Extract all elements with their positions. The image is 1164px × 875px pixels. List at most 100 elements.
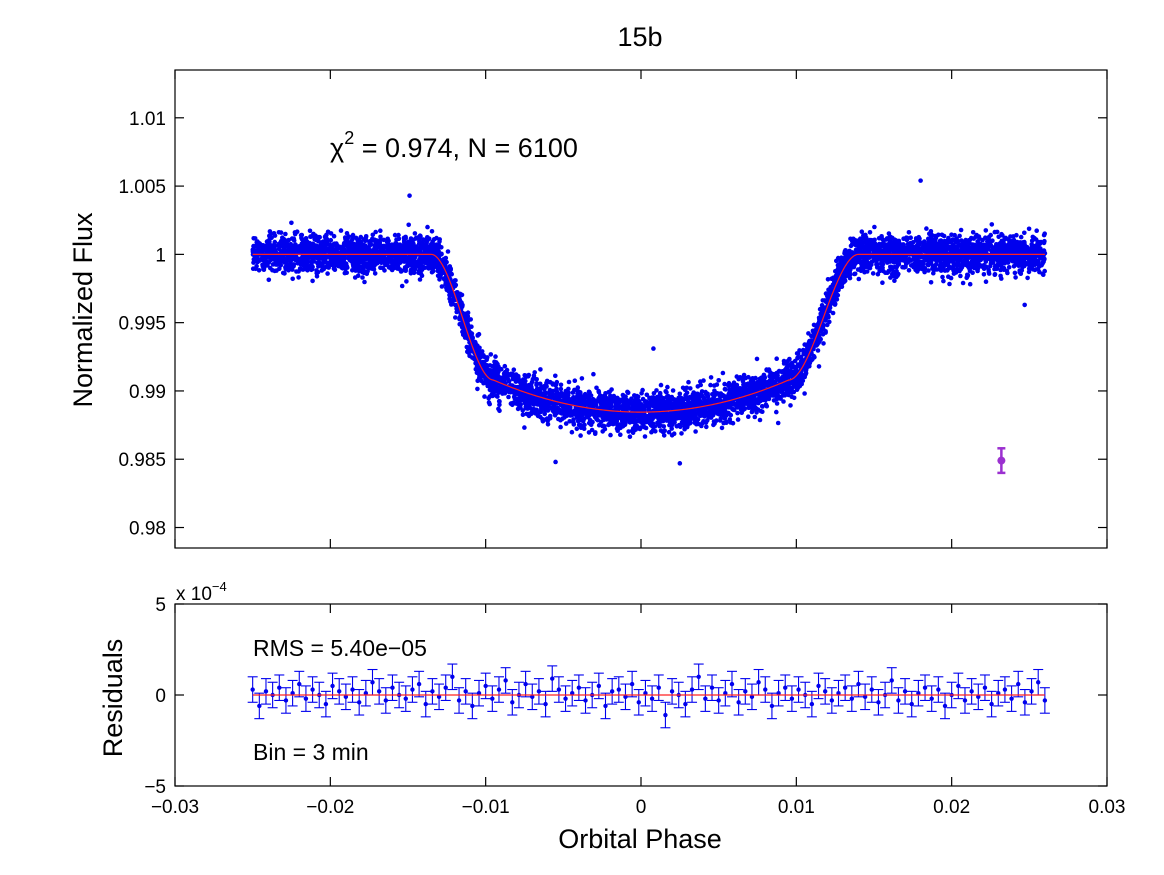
flux-point xyxy=(635,406,640,412)
flux-point xyxy=(698,382,703,388)
flux-point xyxy=(475,386,480,392)
flux-point xyxy=(716,378,721,383)
flux-point xyxy=(260,263,266,269)
flux-point xyxy=(644,392,650,398)
flux-point xyxy=(489,391,495,397)
flux-point xyxy=(686,396,691,402)
flux-point xyxy=(518,394,523,400)
flux-point xyxy=(1012,241,1017,247)
flux-point xyxy=(872,224,877,230)
flux-point xyxy=(321,257,327,262)
flux-point xyxy=(674,424,680,429)
flux-point xyxy=(727,417,733,422)
flux-point xyxy=(351,241,357,247)
flux-point xyxy=(402,240,408,245)
flux-point xyxy=(1012,270,1018,276)
flux-point xyxy=(371,267,377,272)
flux-point xyxy=(780,393,786,398)
flux-point xyxy=(1042,257,1047,262)
flux-point xyxy=(671,397,677,402)
flux-point xyxy=(567,419,572,424)
flux-point xyxy=(625,389,630,395)
flux-point xyxy=(788,403,793,408)
flux-point xyxy=(989,222,995,227)
flux-point xyxy=(787,356,792,362)
flux-point xyxy=(700,420,705,426)
flux-point xyxy=(995,263,1001,268)
flux-point xyxy=(889,271,895,277)
flux-point xyxy=(698,379,703,384)
flux-point xyxy=(1021,263,1026,269)
flux-point xyxy=(809,333,814,339)
flux-point xyxy=(954,268,960,273)
flux-point xyxy=(817,317,822,322)
flux-point xyxy=(523,378,528,384)
flux-point xyxy=(760,392,766,398)
flux-point xyxy=(800,358,805,363)
flux-point xyxy=(272,239,278,245)
flux-point xyxy=(848,243,854,249)
flux-point xyxy=(310,278,315,284)
flux-point xyxy=(609,387,614,392)
flux-point xyxy=(750,408,755,413)
flux-point xyxy=(576,422,582,428)
flux-point xyxy=(922,239,927,244)
flux-point xyxy=(970,270,975,276)
flux-point xyxy=(439,252,444,257)
flux-point xyxy=(381,237,387,243)
flux-point xyxy=(746,405,752,411)
flux-point xyxy=(775,420,781,426)
flux-point xyxy=(578,409,584,414)
flux-point xyxy=(290,276,296,282)
flux-point xyxy=(588,418,593,424)
flux-point xyxy=(1011,264,1017,269)
flux-point xyxy=(493,354,498,359)
flux-point xyxy=(825,277,831,282)
flux-point xyxy=(350,237,355,242)
flux-point xyxy=(402,265,408,270)
flux-point xyxy=(931,270,936,276)
flux-point xyxy=(953,238,958,243)
flux-point xyxy=(445,249,451,254)
flux-point xyxy=(553,373,558,379)
flux-point xyxy=(894,268,899,274)
flux-point xyxy=(821,323,826,329)
flux-point xyxy=(538,414,543,420)
flux-point xyxy=(888,275,893,280)
flux-point xyxy=(777,369,782,374)
flux-point xyxy=(664,390,669,395)
flux-point xyxy=(309,258,315,264)
flux-point xyxy=(608,432,613,438)
flux-point xyxy=(627,434,633,440)
flux-point xyxy=(838,259,844,265)
flux-point xyxy=(488,352,494,357)
flux-point xyxy=(934,267,940,272)
flux-point xyxy=(766,396,772,402)
flux-point xyxy=(408,268,414,274)
flux-point xyxy=(443,281,449,286)
flux-point xyxy=(924,226,929,231)
flux-point xyxy=(946,274,951,280)
flux-point xyxy=(995,258,1000,263)
flux-point xyxy=(719,425,725,431)
flux-point xyxy=(412,231,418,236)
flux-point xyxy=(998,273,1003,279)
flux-point xyxy=(392,232,398,238)
flux-point xyxy=(467,349,473,354)
flux-point xyxy=(252,236,258,241)
flux-point xyxy=(453,315,458,320)
flux-point xyxy=(585,414,591,420)
flux-point xyxy=(596,388,601,394)
flux-point xyxy=(287,244,293,249)
flux-point xyxy=(1042,268,1047,274)
flux-point xyxy=(537,381,543,387)
flux-point xyxy=(1031,243,1037,249)
flux-point xyxy=(856,276,862,282)
flux-point xyxy=(863,232,868,238)
flux-point xyxy=(857,238,862,244)
flux-point xyxy=(567,397,573,402)
flux-point xyxy=(411,241,416,246)
flux-point xyxy=(328,231,334,236)
